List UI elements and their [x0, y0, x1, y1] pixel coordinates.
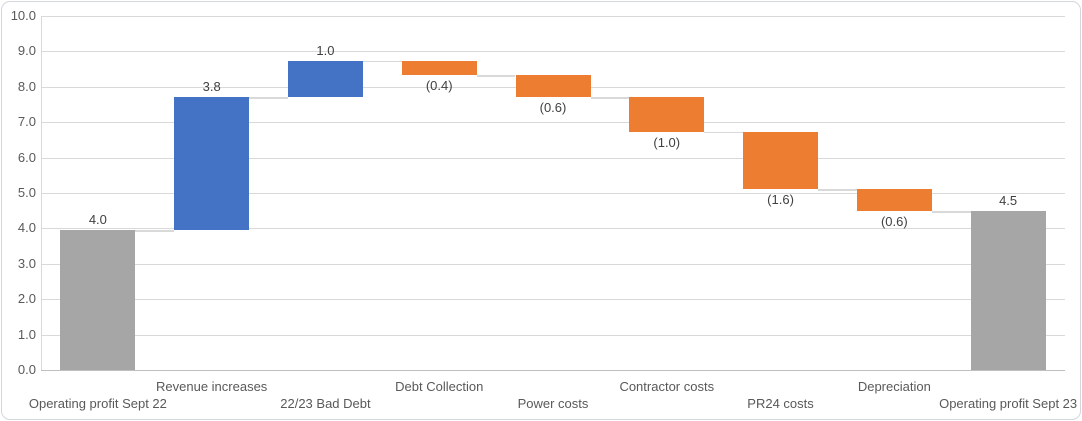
x-axis-label-operating-profit-sept-23: Operating profit Sept 23: [939, 396, 1078, 411]
y-tick-label-1.0: 1.0: [17, 326, 36, 342]
x-axis-label-operating-profit-sept-22: Operating profit Sept 22: [28, 396, 167, 411]
y-tick-label-4.0: 4.0: [17, 220, 36, 236]
data-label-operating-profit-sept-23: 4.5: [999, 193, 1018, 209]
connector-6: [704, 131, 744, 134]
connector-3: [362, 60, 402, 63]
gridline-1.0: [41, 334, 1065, 336]
bar-22-23-bad-debt: [287, 60, 363, 98]
x-axis-label-pr24-costs: PR24 costs: [747, 396, 814, 411]
bar-operating-profit-sept-22: [60, 230, 136, 370]
y-tick-label-7.0: 7.0: [17, 114, 36, 130]
gridline-2.0: [41, 299, 1065, 301]
bar-power-costs: [515, 75, 591, 98]
x-axis-label-revenue-increases: Revenue increases: [156, 379, 268, 394]
data-label-revenue-increases: 3.8: [202, 79, 221, 95]
gridline-6.0: [41, 157, 1065, 159]
x-axis-label-debt-collection: Debt Collection: [395, 379, 484, 394]
connector-8: [931, 211, 971, 213]
connector-2: [249, 97, 288, 99]
connector-5: [590, 97, 630, 99]
x-axis-label-power-costs: Power costs: [517, 396, 589, 411]
gridline-5.0: [41, 193, 1065, 194]
bar-operating-profit-sept-23: [970, 211, 1046, 370]
data-label-pr24-costs: (1.6): [767, 192, 794, 208]
data-label-22-23-bad-debt: 1.0: [316, 42, 335, 58]
data-label-debt-collection: (0.4): [425, 78, 453, 94]
bar-revenue-increases: [174, 97, 250, 231]
data-label-power-costs: (0.6): [539, 100, 567, 116]
x-axis-label-depreciation: Depreciation: [857, 379, 931, 394]
y-tick-label-8.0: 8.0: [17, 78, 36, 94]
x-axis-label-contractor-costs: Contractor costs: [619, 379, 715, 394]
bar-debt-collection: [401, 60, 477, 76]
gridline-3.0: [41, 263, 1065, 265]
y-tick-label-9.0: 9.0: [17, 43, 36, 59]
bar-contractor-costs: [629, 97, 705, 132]
gridline-9.0: [41, 51, 1065, 53]
x-axis-line: [41, 370, 1065, 371]
gridline-7.0: [41, 122, 1065, 124]
y-tick-label-0.0: 0.0: [17, 362, 36, 377]
bar-depreciation: [856, 189, 932, 212]
data-label-contractor-costs: (1.0): [653, 134, 681, 150]
y-tick-label-5.0: 5.0: [17, 185, 36, 200]
y-axis-line: [41, 16, 42, 370]
connector-7: [818, 189, 857, 191]
gridline-4.0: [41, 228, 1065, 230]
connector-1: [135, 230, 175, 232]
y-tick-label-6.0: 6.0: [17, 149, 36, 165]
connector-4: [476, 75, 516, 77]
y-tick-label-3.0: 3.0: [17, 255, 36, 271]
x-axis-label-22-23-bad-debt: 22/23 Bad Debt: [280, 396, 371, 411]
data-label-depreciation: (0.6): [880, 214, 908, 230]
y-tick-label-2.0: 2.0: [17, 291, 36, 307]
bar-pr24-costs: [743, 131, 819, 190]
gridline-10.0: [41, 16, 1065, 17]
y-tick-label-10.0: 10.0: [10, 8, 36, 23]
data-label-operating-profit-sept-22: 4.0: [88, 212, 107, 228]
